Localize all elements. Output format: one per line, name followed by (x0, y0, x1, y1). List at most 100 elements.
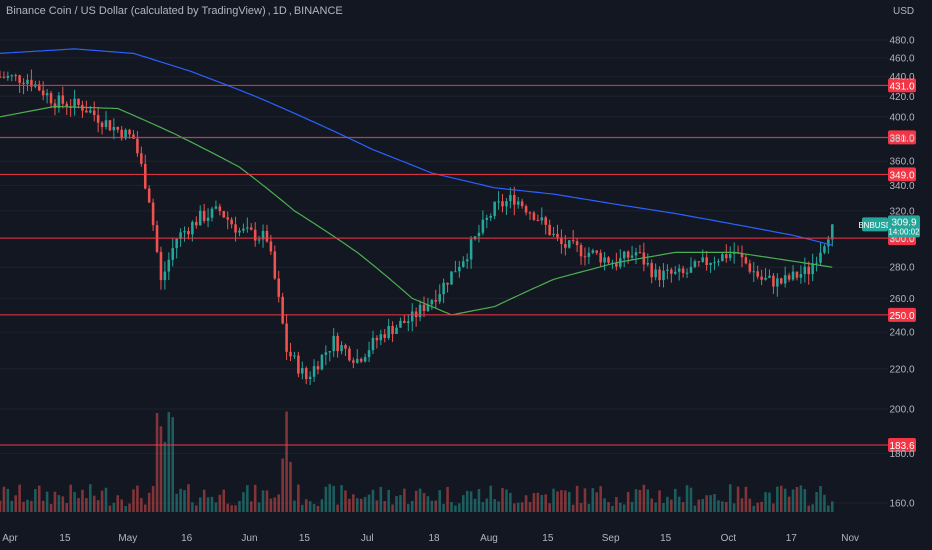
volume-bar (96, 500, 100, 512)
volume-bar (124, 505, 127, 512)
price-tag-symbol-bg (862, 217, 888, 232)
level-label: 250.0 (889, 311, 914, 322)
moving-averages (0, 48, 833, 316)
candle-body (340, 345, 343, 352)
candle-body (556, 233, 559, 238)
candle-body (316, 366, 320, 370)
volume-bar (450, 501, 453, 512)
candle-body (418, 304, 422, 318)
volume-bar (65, 503, 69, 512)
candle-body (677, 268, 681, 272)
volume-bar (689, 487, 693, 512)
candle-body (709, 262, 712, 265)
candle-body (371, 337, 375, 351)
candle-body (49, 93, 53, 104)
volume-bar (120, 499, 123, 512)
volume-bar (619, 502, 622, 512)
candle-body (827, 239, 830, 247)
candle-body (477, 232, 481, 237)
candle-body (140, 153, 143, 164)
candles (0, 69, 834, 386)
price-tag-countdown: 14:00:02 (888, 227, 920, 236)
volume-bar (26, 499, 29, 512)
level-label-bg (888, 438, 916, 453)
volume-bar (654, 502, 657, 512)
candle-body (497, 201, 500, 203)
candle-body (571, 240, 575, 242)
volume-bar (155, 413, 159, 512)
candle-body (187, 231, 190, 235)
candle-body (532, 212, 536, 220)
candle-body (191, 221, 194, 235)
volume-bar (693, 505, 697, 512)
volume-bar (426, 496, 430, 512)
volume-bar (308, 501, 312, 512)
level-label-bg (888, 78, 916, 93)
candle-body (104, 120, 108, 127)
candle-body (548, 224, 551, 236)
volume-bar (253, 484, 257, 512)
volume-bar (799, 485, 803, 512)
volume-bar (34, 488, 37, 512)
volume-bar (73, 491, 76, 512)
volume-bar (14, 495, 17, 512)
price-axis[interactable]: USD 480.0 460.0 440.0 420.0 400.0 380.0 360.0 34… (889, 6, 914, 510)
candle-body (257, 239, 261, 241)
candle-body (383, 334, 387, 338)
horizontal-levels[interactable]: 431.0 381.0 349.0 300.0 250.0 183.6 (0, 78, 916, 453)
time-tick-label: 17 (786, 533, 798, 544)
candle-body (438, 294, 441, 302)
time-axis[interactable]: Apr 15 May 16 Jun 15 Jul 18 Aug 15 Sep 15 Oct 17 Nov (2, 533, 859, 544)
level-label: 431.0 (889, 81, 914, 92)
volume-bar (293, 500, 296, 512)
candle-body (615, 262, 618, 267)
candle-body (434, 299, 438, 302)
candle-body (304, 368, 308, 380)
volume-bar (45, 491, 49, 512)
volume-bar (414, 490, 418, 512)
volume-bar (524, 495, 528, 512)
candle-body (324, 352, 328, 355)
candle-body (92, 110, 96, 116)
volume-bar (191, 502, 194, 512)
candle-body (269, 241, 273, 252)
candle-body (524, 206, 528, 213)
volume-bar (422, 493, 426, 512)
volume-bar (100, 490, 104, 512)
candle-body (379, 334, 383, 341)
volume-bar (446, 486, 449, 512)
candle-body (143, 163, 147, 189)
volume-bar (795, 486, 799, 512)
time-tick-label: 15 (660, 533, 672, 544)
volume-bar (249, 501, 253, 512)
volume-bar (226, 503, 229, 512)
volume-bar (544, 494, 547, 512)
candle-body (544, 217, 547, 225)
candle-body (414, 311, 418, 318)
candle-body (536, 219, 540, 221)
volume-bar (564, 490, 567, 512)
volume-bar (779, 485, 783, 512)
volume-bar (485, 498, 489, 512)
interval-label: 1D (272, 5, 287, 17)
candle-body (375, 337, 379, 341)
volume-bar (579, 503, 583, 512)
volume-bar (528, 502, 532, 512)
volume-bar (736, 486, 740, 512)
volume-bar (756, 502, 759, 512)
volume-bar (434, 500, 438, 512)
candle-body (717, 261, 720, 263)
candle-body (367, 350, 371, 358)
volume-bar (159, 426, 163, 512)
candle-body (430, 299, 434, 305)
volume-bar (709, 495, 712, 512)
candle-body (583, 256, 587, 258)
candle-body (756, 271, 759, 277)
volume-bar (379, 486, 383, 512)
level-label: 381.0 (889, 133, 914, 144)
price-tick-label: 240.0 (889, 328, 914, 339)
volume-bar (85, 498, 88, 512)
time-tick-label: Nov (841, 533, 859, 544)
candle-body (253, 229, 257, 241)
